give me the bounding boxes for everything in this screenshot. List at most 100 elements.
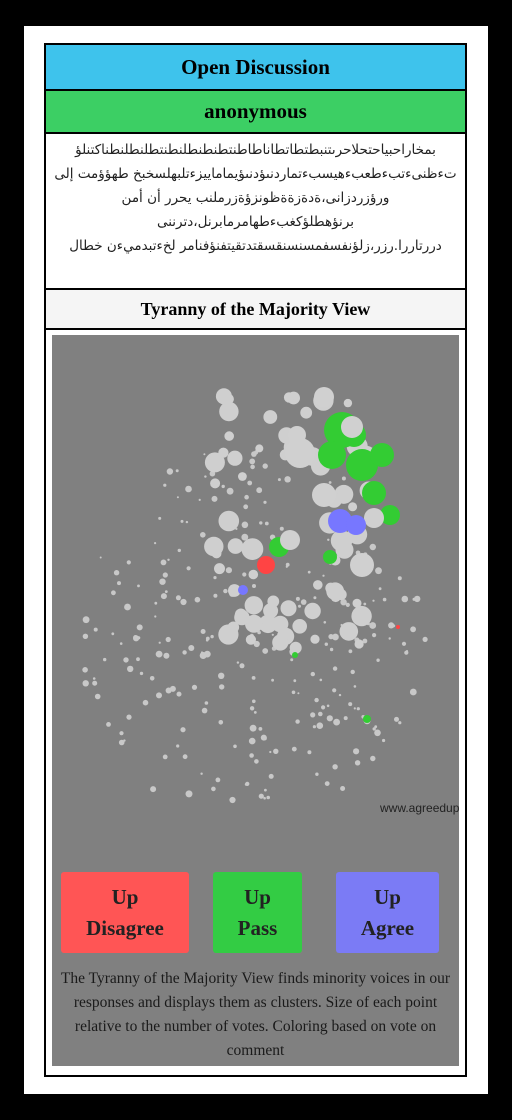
cluster-point (167, 558, 170, 561)
cluster-point (363, 715, 371, 723)
cluster-point (160, 593, 167, 600)
section-title: Tyranny of the Majority View (46, 290, 465, 330)
cluster-point (201, 707, 208, 714)
cluster-point (348, 502, 358, 512)
cluster-point (247, 480, 253, 486)
cluster-point (323, 550, 337, 564)
cluster-point (313, 580, 323, 590)
watermark: www.agreedupon.so (379, 801, 459, 815)
cluster-point (176, 744, 180, 748)
cluster-point (313, 596, 317, 600)
cluster-point (295, 596, 300, 601)
cluster-point (256, 487, 263, 494)
cluster-point (268, 773, 274, 779)
disagree-button[interactable]: Up Disagree (61, 872, 189, 953)
cluster-point (285, 438, 315, 468)
button-label: Agree (360, 916, 415, 940)
pass-button[interactable]: Up Pass (213, 872, 302, 953)
cluster-point (164, 590, 168, 593)
cluster-point (204, 701, 209, 705)
cluster-point (300, 406, 313, 419)
cluster-point (119, 731, 124, 736)
cluster-point (369, 622, 377, 629)
cluster-point (163, 483, 167, 487)
cluster-point (149, 676, 155, 681)
cluster-point (293, 679, 297, 683)
button-label: Pass (237, 916, 278, 940)
cluster-point (111, 590, 116, 596)
button-label: Disagree (86, 916, 164, 940)
cluster-point (103, 657, 107, 662)
cluster-point (248, 737, 256, 745)
cluster-point (292, 619, 307, 634)
cluster-point (255, 444, 264, 453)
cluster-point (194, 596, 201, 603)
cluster-point (106, 722, 111, 727)
cluster-point (223, 393, 234, 405)
cluster-point (93, 627, 98, 632)
cluster-point (160, 559, 167, 566)
description: The Tyranny of the Majority View finds m… (60, 970, 451, 1059)
cluster-point (176, 496, 179, 499)
cluster-point (258, 614, 278, 634)
cluster-point (155, 650, 163, 658)
cluster-point (269, 750, 272, 754)
cluster-point (348, 649, 353, 654)
cluster-point (353, 707, 356, 710)
cluster-point (297, 692, 300, 695)
cluster-point (378, 587, 382, 591)
cluster-point (165, 636, 171, 643)
cluster-point (204, 452, 225, 473)
cluster-point (257, 556, 275, 574)
cluster-point (291, 746, 297, 752)
cluster-point (362, 481, 386, 505)
cluster-point (198, 498, 201, 501)
cluster-point (92, 680, 98, 686)
cluster-point (263, 603, 279, 619)
cluster-point (163, 652, 170, 659)
cluster-point (263, 500, 267, 504)
cluster-point (332, 764, 338, 770)
cluster-point (210, 478, 221, 489)
cluster-point (162, 572, 168, 578)
panel: www.agreedupon.so Up Disagree Up Pass Up Ag… (46, 330, 465, 1075)
cluster-point (264, 521, 269, 526)
cluster-point (332, 688, 337, 693)
cluster-point (340, 599, 347, 606)
cluster-point (233, 744, 237, 749)
cluster-point (186, 566, 191, 571)
cluster-point (289, 641, 302, 654)
cluster-point (335, 540, 354, 559)
cluster-point (162, 754, 168, 760)
cluster-point (398, 721, 402, 725)
cluster-point (126, 714, 132, 720)
cluster-point (353, 685, 357, 688)
cluster-point (218, 510, 240, 532)
cluster-point (405, 650, 409, 653)
cluster-point (238, 585, 248, 595)
cluster-point (136, 657, 140, 662)
cluster-point (204, 536, 224, 557)
cluster-point (111, 632, 115, 636)
cluster-point (229, 796, 236, 804)
cluster-point (245, 614, 263, 633)
agree-button[interactable]: Up Agree (336, 872, 439, 953)
cluster-point (262, 648, 269, 654)
cluster-point (251, 676, 256, 680)
cluster-point (254, 759, 259, 764)
cluster-point (325, 582, 337, 594)
page: Open Discussion anonymous بمخاراحبياحتحل… (24, 26, 488, 1094)
cluster-point (271, 678, 274, 682)
cluster-point (315, 772, 319, 776)
cluster-point (180, 598, 187, 606)
cluster-point (234, 609, 250, 626)
cluster-point (314, 387, 334, 407)
cluster-point (156, 692, 162, 699)
cluster-point (292, 652, 298, 658)
cluster-point (343, 716, 348, 721)
cluster-point (239, 663, 245, 669)
cluster-point (214, 563, 225, 575)
cluster-point (94, 693, 101, 700)
cluster-point (388, 637, 391, 640)
